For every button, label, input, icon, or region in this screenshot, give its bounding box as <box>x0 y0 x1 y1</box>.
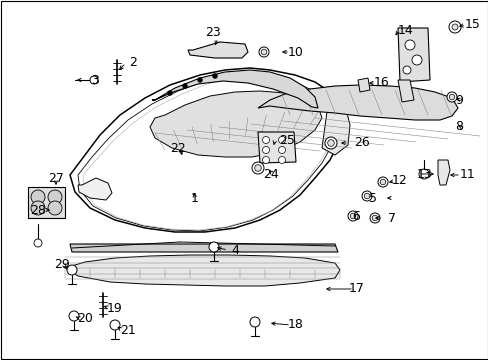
Text: 17: 17 <box>348 283 364 296</box>
Text: 14: 14 <box>397 23 413 36</box>
Circle shape <box>278 136 285 144</box>
Circle shape <box>411 55 421 65</box>
Circle shape <box>67 265 77 275</box>
Text: 29: 29 <box>54 258 70 271</box>
Text: 19: 19 <box>107 302 122 315</box>
Circle shape <box>377 177 387 187</box>
Polygon shape <box>28 187 65 218</box>
Text: 23: 23 <box>204 26 221 39</box>
Polygon shape <box>397 80 413 102</box>
Circle shape <box>208 242 219 252</box>
Circle shape <box>249 317 260 327</box>
Text: 1: 1 <box>191 192 199 204</box>
Polygon shape <box>258 85 457 120</box>
Circle shape <box>34 239 42 247</box>
Circle shape <box>347 211 357 221</box>
Circle shape <box>69 311 79 321</box>
Polygon shape <box>258 132 295 163</box>
Circle shape <box>278 147 285 153</box>
Circle shape <box>31 201 45 215</box>
Circle shape <box>369 213 379 223</box>
Text: 26: 26 <box>353 136 369 149</box>
Text: 2: 2 <box>129 57 137 69</box>
Circle shape <box>262 157 269 163</box>
Polygon shape <box>437 160 449 185</box>
Polygon shape <box>321 90 349 155</box>
Text: 20: 20 <box>77 311 93 324</box>
Polygon shape <box>150 91 321 157</box>
Text: 25: 25 <box>279 134 294 147</box>
Circle shape <box>402 66 410 74</box>
Polygon shape <box>78 178 112 200</box>
Circle shape <box>48 201 62 215</box>
Text: 5: 5 <box>368 192 376 204</box>
Circle shape <box>364 193 369 199</box>
Text: 16: 16 <box>373 77 389 90</box>
Circle shape <box>278 157 285 163</box>
Text: 6: 6 <box>351 210 359 222</box>
Polygon shape <box>152 70 317 108</box>
Polygon shape <box>70 68 345 232</box>
Circle shape <box>259 47 268 57</box>
Polygon shape <box>70 244 337 252</box>
Text: 28: 28 <box>30 203 46 216</box>
Circle shape <box>262 136 269 144</box>
Text: 8: 8 <box>454 121 462 134</box>
Polygon shape <box>187 42 247 58</box>
Circle shape <box>418 169 428 179</box>
Circle shape <box>325 137 336 149</box>
Circle shape <box>110 320 120 330</box>
Text: 11: 11 <box>459 168 475 181</box>
Polygon shape <box>357 78 369 92</box>
Text: 10: 10 <box>287 45 304 58</box>
Polygon shape <box>397 28 429 82</box>
Circle shape <box>451 24 457 30</box>
Circle shape <box>31 190 45 204</box>
Circle shape <box>262 147 269 153</box>
Circle shape <box>404 40 414 50</box>
Text: 12: 12 <box>391 175 407 188</box>
Circle shape <box>212 73 217 78</box>
Circle shape <box>261 49 266 55</box>
Text: 21: 21 <box>120 324 136 337</box>
Circle shape <box>254 165 261 171</box>
Text: 4: 4 <box>231 243 239 256</box>
Text: 3: 3 <box>91 73 99 86</box>
Circle shape <box>448 21 460 33</box>
Circle shape <box>349 213 355 219</box>
Circle shape <box>380 179 385 185</box>
Polygon shape <box>65 255 339 286</box>
Text: 13: 13 <box>416 167 432 180</box>
Circle shape <box>361 191 371 201</box>
Text: 15: 15 <box>464 18 480 31</box>
Circle shape <box>182 84 187 89</box>
Circle shape <box>327 140 334 146</box>
Circle shape <box>90 76 98 84</box>
Text: 7: 7 <box>387 211 395 225</box>
Circle shape <box>251 162 264 174</box>
Circle shape <box>197 77 202 82</box>
Text: 18: 18 <box>287 319 304 332</box>
Circle shape <box>448 94 454 100</box>
Circle shape <box>48 190 62 204</box>
Circle shape <box>167 90 172 95</box>
Circle shape <box>371 215 377 221</box>
Text: 24: 24 <box>263 167 278 180</box>
Text: 9: 9 <box>454 94 462 107</box>
Text: 22: 22 <box>170 141 185 154</box>
Circle shape <box>446 92 456 102</box>
Text: 27: 27 <box>48 171 64 184</box>
